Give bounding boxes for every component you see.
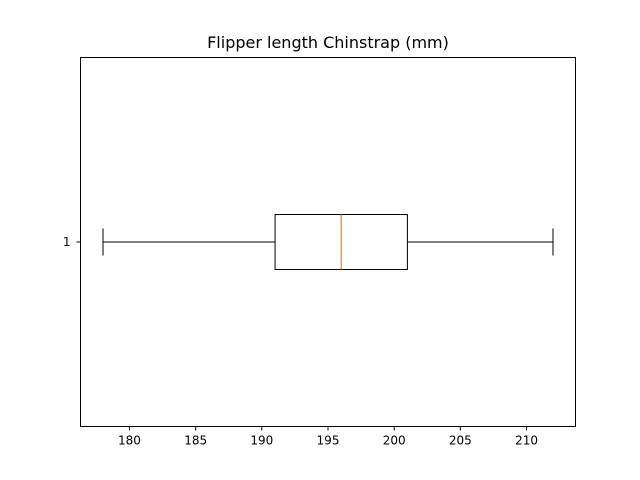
x-tick-label-210: 210 bbox=[515, 434, 538, 448]
x-axis: 180 185 190 195 200 205 210 bbox=[118, 426, 538, 448]
x-tick-label-180: 180 bbox=[118, 434, 141, 448]
chart-title: Flipper length Chinstrap (mm) bbox=[207, 33, 449, 52]
y-tick-label-1: 1 bbox=[63, 235, 71, 249]
x-tick-label-190: 190 bbox=[250, 434, 273, 448]
x-tick-label-195: 195 bbox=[317, 434, 340, 448]
x-tick-label-205: 205 bbox=[449, 434, 472, 448]
x-tick-label-185: 185 bbox=[184, 434, 207, 448]
y-axis: 1 bbox=[63, 235, 81, 249]
x-tick-label-200: 200 bbox=[383, 434, 406, 448]
boxplot-series bbox=[102, 214, 554, 270]
